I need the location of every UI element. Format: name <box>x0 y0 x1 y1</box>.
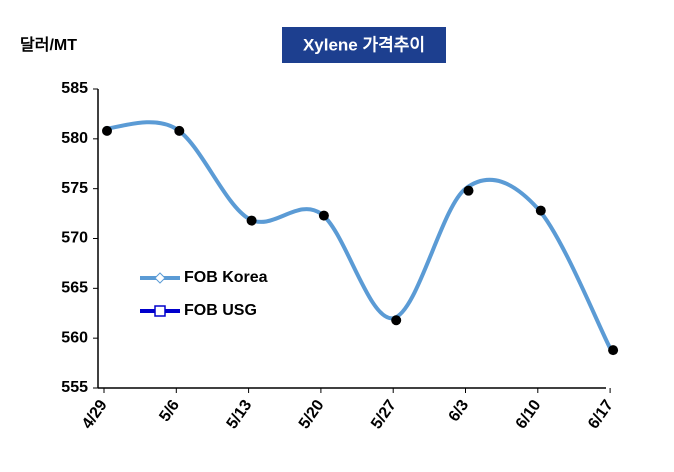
legend-label: FOB Korea <box>184 269 268 286</box>
y-tick-label: 575 <box>61 180 88 197</box>
y-tick-label: 570 <box>61 230 88 247</box>
data-point <box>246 215 257 226</box>
title-box <box>282 27 446 63</box>
x-tick-label: 5/27 <box>368 397 400 432</box>
y-tick-label: 580 <box>61 130 88 147</box>
chart-title: Xylene 가격추이 <box>303 35 425 54</box>
y-tick-label: 585 <box>61 80 88 97</box>
x-tick-label: 5/13 <box>224 397 256 432</box>
y-tick-label: 560 <box>61 329 88 346</box>
y-tick-label: 565 <box>61 280 88 297</box>
legend-label: FOB USG <box>184 302 257 319</box>
x-tick-label: 5/6 <box>156 397 183 425</box>
data-point <box>318 210 329 221</box>
y-axis-label: 달러/MT <box>20 35 77 54</box>
x-tick-label: 6/10 <box>513 397 545 432</box>
series-line <box>103 120 612 350</box>
data-point <box>535 205 546 216</box>
legend-marker <box>154 272 166 284</box>
data-point <box>102 125 112 136</box>
x-tick-label: 4/29 <box>79 397 111 432</box>
data-point <box>463 185 474 196</box>
x-tick-label: 6/17 <box>585 397 617 432</box>
data-point <box>391 315 402 326</box>
x-tick-label: 6/3 <box>446 397 473 425</box>
y-tick-label: 555 <box>61 379 88 396</box>
legend-marker <box>154 305 166 317</box>
data-point <box>174 125 185 136</box>
x-tick-label: 5/20 <box>296 397 328 432</box>
data-point <box>608 345 619 356</box>
